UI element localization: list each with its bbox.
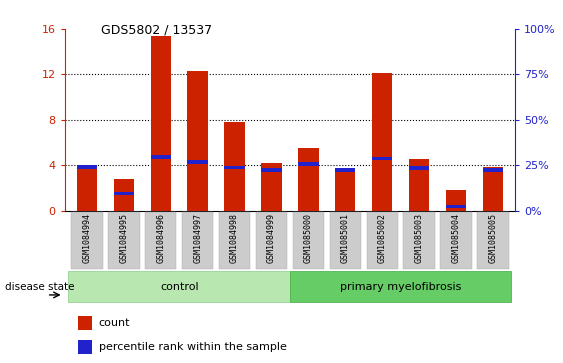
- Bar: [187, 160, 208, 164]
- Text: GSM1085000: GSM1085000: [304, 213, 313, 263]
- Text: percentile rank within the sample: percentile rank within the sample: [99, 342, 287, 352]
- FancyBboxPatch shape: [367, 212, 398, 269]
- Bar: [225, 166, 245, 169]
- Bar: [187, 71, 208, 211]
- Text: GSM1084999: GSM1084999: [267, 213, 276, 263]
- FancyBboxPatch shape: [290, 272, 511, 302]
- Bar: [114, 179, 134, 211]
- FancyBboxPatch shape: [329, 212, 361, 269]
- Text: control: control: [160, 282, 199, 292]
- Bar: [446, 205, 466, 208]
- Text: disease state: disease state: [5, 282, 74, 292]
- Text: GSM1085005: GSM1085005: [489, 213, 498, 263]
- Bar: [78, 316, 92, 330]
- Bar: [77, 168, 97, 211]
- Text: GSM1085002: GSM1085002: [378, 213, 387, 263]
- Bar: [150, 155, 171, 159]
- FancyBboxPatch shape: [256, 212, 287, 269]
- Bar: [298, 162, 319, 166]
- Text: GDS5802 / 13537: GDS5802 / 13537: [101, 24, 212, 37]
- FancyBboxPatch shape: [293, 212, 324, 269]
- Bar: [483, 167, 503, 211]
- Text: GSM1084995: GSM1084995: [119, 213, 128, 263]
- FancyBboxPatch shape: [477, 212, 509, 269]
- Text: GSM1084994: GSM1084994: [82, 213, 91, 263]
- Text: GSM1085003: GSM1085003: [415, 213, 424, 263]
- Bar: [261, 163, 282, 211]
- Bar: [372, 73, 392, 211]
- FancyBboxPatch shape: [440, 212, 472, 269]
- Text: GSM1085004: GSM1085004: [452, 213, 461, 263]
- Bar: [372, 156, 392, 160]
- Bar: [335, 168, 355, 172]
- Bar: [150, 36, 171, 211]
- Bar: [409, 159, 430, 211]
- Text: primary myelofibrosis: primary myelofibrosis: [340, 282, 462, 292]
- Text: GSM1084998: GSM1084998: [230, 213, 239, 263]
- Text: GSM1084996: GSM1084996: [156, 213, 165, 263]
- FancyBboxPatch shape: [69, 272, 290, 302]
- FancyBboxPatch shape: [108, 212, 140, 269]
- Text: GSM1084997: GSM1084997: [193, 213, 202, 263]
- Bar: [114, 192, 134, 195]
- Bar: [335, 171, 355, 211]
- Text: GSM1085001: GSM1085001: [341, 213, 350, 263]
- Bar: [409, 166, 430, 170]
- Bar: [77, 165, 97, 169]
- FancyBboxPatch shape: [71, 212, 102, 269]
- Bar: [261, 168, 282, 172]
- Bar: [225, 122, 245, 211]
- FancyBboxPatch shape: [182, 212, 213, 269]
- FancyBboxPatch shape: [219, 212, 251, 269]
- FancyBboxPatch shape: [404, 212, 435, 269]
- Bar: [483, 168, 503, 172]
- Bar: [78, 340, 92, 354]
- Bar: [298, 148, 319, 211]
- Bar: [446, 190, 466, 211]
- Text: count: count: [99, 318, 130, 328]
- FancyBboxPatch shape: [145, 212, 176, 269]
